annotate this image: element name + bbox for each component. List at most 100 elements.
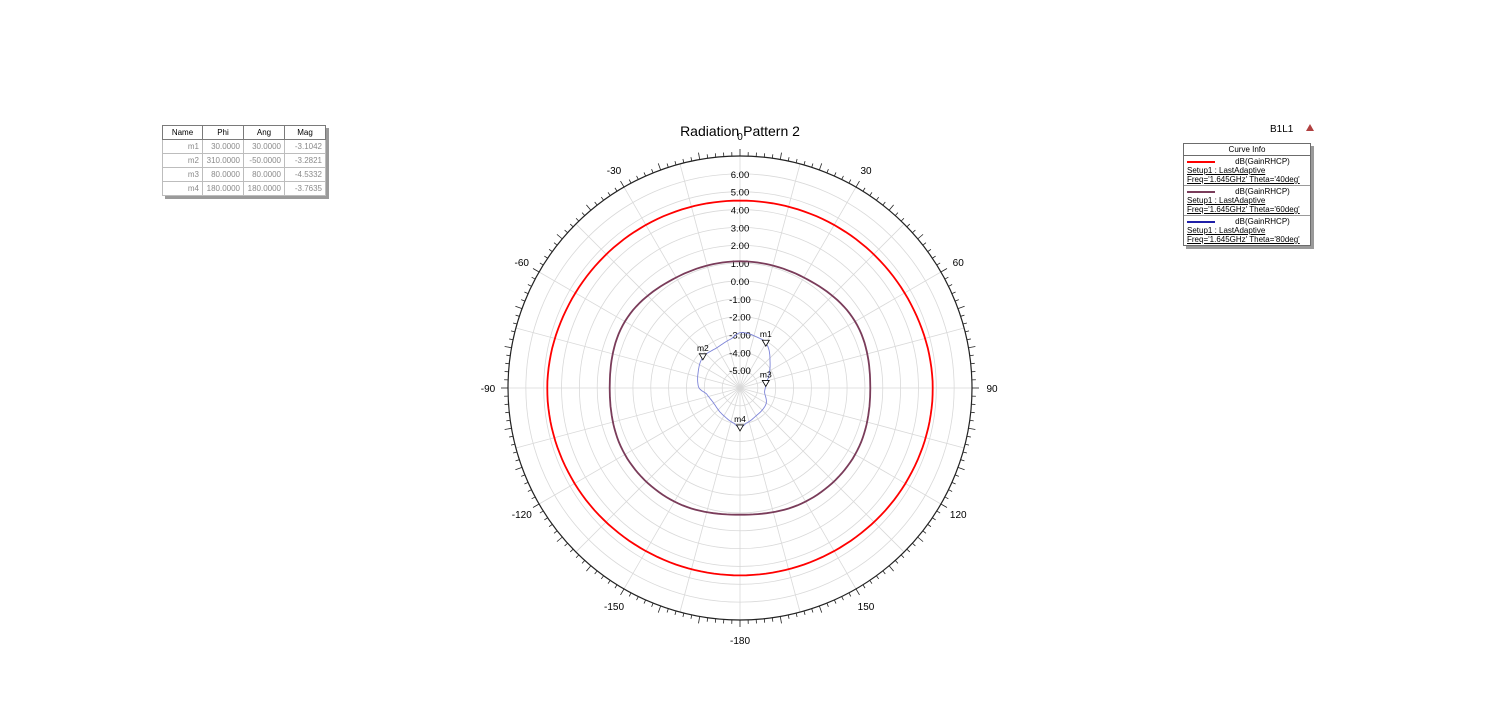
tick-mark: [771, 154, 774, 159]
tick-mark: [855, 588, 860, 596]
tick-mark: [912, 229, 916, 234]
tick-mark: [614, 584, 618, 589]
legend-params: Freq='1.645GHz' Theta='60deg': [1187, 205, 1300, 214]
marker-triangle[interactable]: [698, 353, 708, 361]
tick-mark: [948, 284, 953, 287]
tick-mark: [594, 201, 598, 206]
marker-label: m3: [760, 369, 772, 379]
tick-mark: [882, 570, 886, 575]
tick-mark: [951, 291, 956, 295]
tick-mark: [651, 169, 654, 174]
grid-spoke: [538, 387, 741, 505]
tick-mark: [932, 517, 936, 521]
tick-mark: [944, 496, 949, 500]
grid-spoke: [623, 186, 741, 389]
legend-entry[interactable]: dB(GainRHCP) Setup1 : LastAdaptive Freq=…: [1184, 156, 1310, 186]
tick-mark: [917, 234, 924, 240]
tick-mark: [917, 536, 924, 542]
angle-tick-label: 90: [986, 384, 998, 395]
radial-tick-label: -1.00: [729, 295, 751, 306]
tick-mark: [531, 496, 536, 500]
radial-tick-label: -2.00: [729, 313, 751, 324]
grid-spoke: [515, 387, 741, 449]
markers[interactable]: m1 m2 m3 m4: [697, 329, 772, 432]
marker-triangle[interactable]: [761, 380, 770, 388]
tick-mark: [954, 299, 959, 302]
series-curve: [546, 199, 934, 577]
tick-mark: [544, 517, 548, 521]
tick-mark: [965, 443, 970, 446]
angle-tick-label: 120: [950, 510, 967, 521]
marker-label: m2: [697, 343, 709, 353]
legend-entry[interactable]: dB(GainRHCP) Setup1 : LastAdaptive Freq=…: [1184, 216, 1310, 245]
tick-mark: [811, 608, 814, 613]
tick-mark: [674, 161, 677, 166]
legend-header: Curve Info: [1184, 144, 1310, 156]
tick-mark: [927, 248, 932, 252]
tick-mark: [855, 180, 860, 188]
tick-mark: [957, 466, 965, 471]
tick-mark: [811, 163, 814, 168]
grid-spoke: [575, 223, 741, 389]
tick-mark: [779, 616, 782, 624]
tick-mark: [698, 616, 701, 624]
angle-tick-label: 0: [737, 132, 743, 143]
tick-mark: [957, 305, 965, 310]
tick-mark: [968, 346, 976, 349]
tick-mark: [966, 435, 971, 438]
tick-mark: [539, 510, 544, 514]
cell-mag: -3.2821: [284, 153, 326, 168]
tick-mark: [527, 489, 532, 492]
angle-tick-label: 30: [860, 166, 872, 177]
tick-mark: [548, 248, 553, 252]
tick-mark: [569, 223, 574, 228]
tick-mark: [894, 212, 899, 216]
table-row[interactable]: m1 30.0000 30.0000 -3.1042: [162, 139, 326, 154]
tick-mark: [636, 175, 639, 180]
legend-series-name: dB(GainRHCP): [1235, 217, 1290, 226]
angle-tick-label: 150: [858, 602, 875, 613]
tick-mark: [674, 610, 677, 615]
marker-triangle[interactable]: [761, 339, 771, 348]
radial-tick-label: 0.00: [731, 277, 750, 288]
tick-mark: [504, 346, 512, 349]
tick-mark: [922, 242, 927, 246]
tick-mark: [969, 419, 974, 422]
series-curve: [608, 260, 872, 516]
grid-spoke: [739, 223, 905, 389]
polar-grid: [501, 149, 979, 627]
radial-tick-label: 3.00: [731, 223, 750, 234]
tick-mark: [643, 599, 647, 604]
angle-labels: 0 30 60 90 120 150 -180 -150 -120 -90 -60 -30: [481, 132, 998, 647]
tick-mark: [771, 617, 774, 622]
tick-mark: [882, 201, 886, 206]
grid-spoke: [679, 387, 741, 613]
triangle-icon[interactable]: [1306, 124, 1314, 131]
tick-mark: [690, 614, 693, 619]
tick-mark: [690, 157, 693, 162]
grid-spoke: [739, 387, 801, 613]
tick-mark: [594, 570, 598, 575]
tick-mark: [927, 524, 932, 528]
tick-mark: [532, 503, 540, 508]
tick-mark: [848, 179, 852, 184]
legend-entry[interactable]: dB(GainRHCP) Setup1 : LastAdaptive Freq=…: [1184, 186, 1310, 216]
table-row[interactable]: m4 180.0000 180.0000 -3.7635: [162, 181, 326, 196]
tick-mark: [888, 565, 894, 572]
angle-tick-label: -180: [730, 636, 750, 647]
tick-mark: [833, 172, 837, 177]
tick-mark: [628, 592, 632, 597]
tick-mark: [936, 510, 941, 514]
tick-mark: [515, 314, 520, 317]
tick-mark: [922, 530, 927, 534]
legend-swatch: [1187, 160, 1215, 163]
tick-mark: [513, 322, 518, 325]
tick-mark: [869, 192, 873, 196]
tick-mark: [586, 204, 592, 211]
tick-mark: [900, 217, 905, 222]
marker-triangle[interactable]: [735, 424, 745, 432]
tick-mark: [521, 474, 526, 477]
cell-mag: -3.7635: [284, 181, 326, 196]
curve-info-legend[interactable]: Curve Info dB(GainRHCP) Setup1 : LastAda…: [1183, 143, 1311, 246]
